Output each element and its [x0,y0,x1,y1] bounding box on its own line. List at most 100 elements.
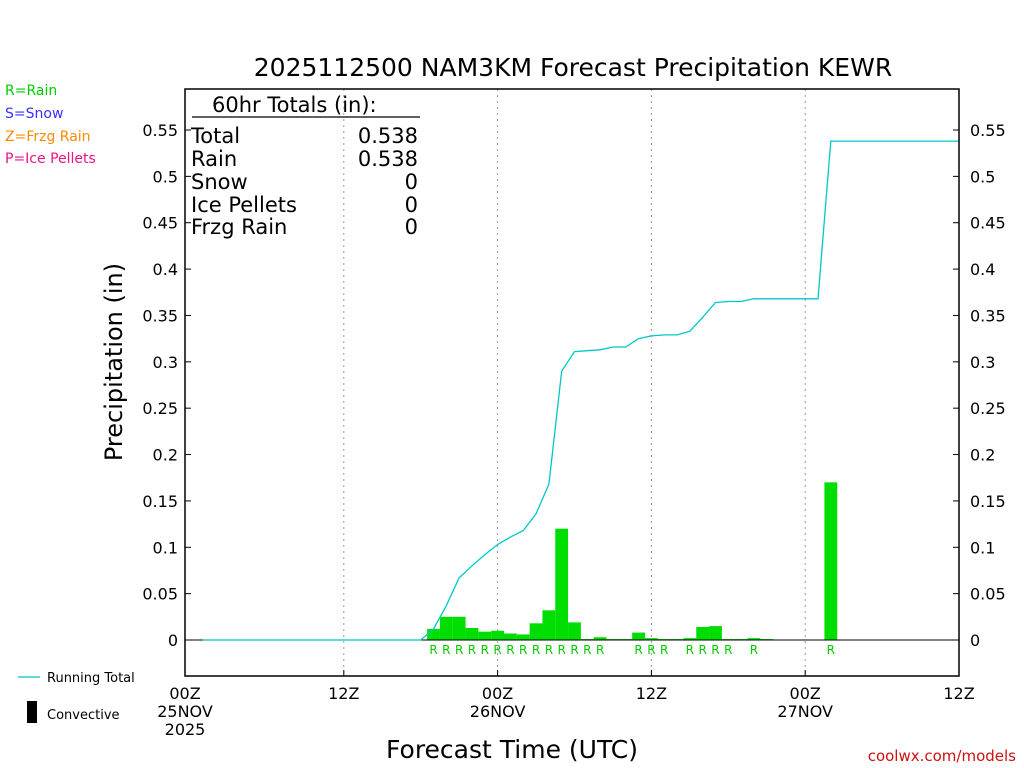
rain-marker: R [711,643,719,657]
precip-bar [824,482,838,640]
x-tick-label: 12Z [943,684,974,703]
y-tick-label-right: 0.45 [970,214,1006,233]
precip-bar [478,631,492,640]
rain-marker: R [468,643,476,657]
y-tick-label-right: 0.55 [970,121,1006,140]
rain-marker: R [647,643,655,657]
y-tick-label-left: 0 [168,631,178,650]
y-tick-label-right: 0.35 [970,306,1006,325]
rain-marker: R [481,643,489,657]
gridlines [343,89,806,676]
precip-bar [696,627,710,640]
x-tick-label: 00Z [790,684,821,703]
bottom-legend: Running Total Convective [18,671,135,723]
rain-marker: R [519,643,527,657]
totals-value-rain: 0.538 [358,147,418,171]
y-tick-label-left: 0.45 [142,214,178,233]
totals-value-snow: 0 [405,170,418,194]
y-tick-label-right: 0.5 [970,167,995,186]
x-tick-label: 12Z [636,684,667,703]
precip-bar [709,626,722,640]
y-tick-label-left: 0.2 [153,446,178,465]
y-tick-label-left: 0.25 [142,399,178,418]
y-tick-label-left: 0.3 [153,353,178,372]
plot-frame [184,88,960,677]
rain-marker: R [506,643,514,657]
precip-bar [683,638,697,640]
running-total-legend-label: Running Total [47,671,135,686]
x-tick-label: 00Z [169,684,200,703]
x-tick-label: 26NOV [470,702,526,721]
rain-marker: R [724,643,732,657]
y-tick-label-right: 0.05 [970,585,1006,604]
y-tick-label-left: 0.55 [142,121,178,140]
rain-marker: R [558,643,566,657]
rain-marker: R [455,643,463,657]
totals-header: 60hr Totals (in): [212,93,377,117]
y-tick-label-left: 0.35 [142,306,178,325]
precip-bar [516,634,530,640]
legend-frzg-rain: Z=Frzg Rain [5,129,91,145]
convective-legend-swatch [27,701,37,723]
y-tick-label-left: 0.15 [142,492,178,511]
y-tick-label-right: 0.3 [970,353,995,372]
credit-text: coolwx.com/models [868,747,1016,765]
convective-legend-label: Convective [47,708,120,723]
rain-marker: R [698,643,706,657]
precip-bar [632,632,645,640]
legend-snow: S=Snow [5,106,63,122]
chart-title: 2025112500 NAM3KM Forecast Precipitation… [254,53,892,82]
precip-bar [747,638,761,640]
totals-label-rain: Rain [191,147,237,171]
rain-marker: R [827,643,835,657]
precip-bar [529,623,543,640]
precip-bar [504,633,517,640]
precip-bar [427,628,440,640]
rain-marker: R [545,643,553,657]
x-axis-title: Forecast Time (UTC) [386,735,638,764]
x-tick-label: 2025 [165,720,206,739]
x-tick-label: 27NOV [777,702,833,721]
rain-marker: R [686,643,694,657]
rain-marker: R [532,643,540,657]
y-tick-label-left: 0.5 [153,167,178,186]
totals-label-total: Total [190,124,240,148]
x-tick-label: 00Z [482,684,513,703]
legend-ice-pellets: P=Ice Pellets [5,151,96,167]
precip-bar [593,637,607,640]
totals-value-ice-pellets: 0 [405,193,418,217]
y-axis-title: Precipitation (in) [100,263,128,461]
legend-rain: R=Rain [5,83,57,99]
rain-marker: R [429,643,437,657]
precip-bar [644,638,658,640]
y-tick-label-right: 0.1 [970,538,995,557]
totals-label-frzg-rain: Frzg Rain [191,215,287,239]
running-total-line [202,140,959,641]
precip-bar [491,630,505,640]
totals-box: 60hr Totals (in): Total 0.538 Rain 0.538… [190,93,420,239]
precip-bar [542,610,556,640]
y-tick-label-right: 0.25 [970,399,1006,418]
y-axis-ticks: 0 00.05 0.050.1 0.10.15 0.150.2 0.20.25 0.250.… [142,121,1005,650]
x-tick-label: 12Z [328,684,359,703]
y-tick-label-left: 0.1 [153,538,178,557]
rain-marker: R [596,643,604,657]
y-tick-label-left: 0.05 [142,585,178,604]
rain-marker: R [583,643,591,657]
y-tick-label-right: 0.2 [970,446,995,465]
rain-marker: R [750,643,758,657]
precip-bar [555,528,569,640]
totals-value-total: 0.538 [358,124,418,148]
y-tick-label-right: 0 [970,631,980,650]
precip-type-legend: R=Rain S=Snow Z=Frzg Rain P=Ice Pellets [5,83,96,167]
rain-marker: R [493,643,501,657]
rain-marker: R [442,643,450,657]
totals-label-snow: Snow [191,170,248,194]
totals-value-frzg-rain: 0 [405,215,418,239]
precip-bars [427,482,838,640]
rain-marker: R [660,643,668,657]
precip-bar [439,616,453,640]
